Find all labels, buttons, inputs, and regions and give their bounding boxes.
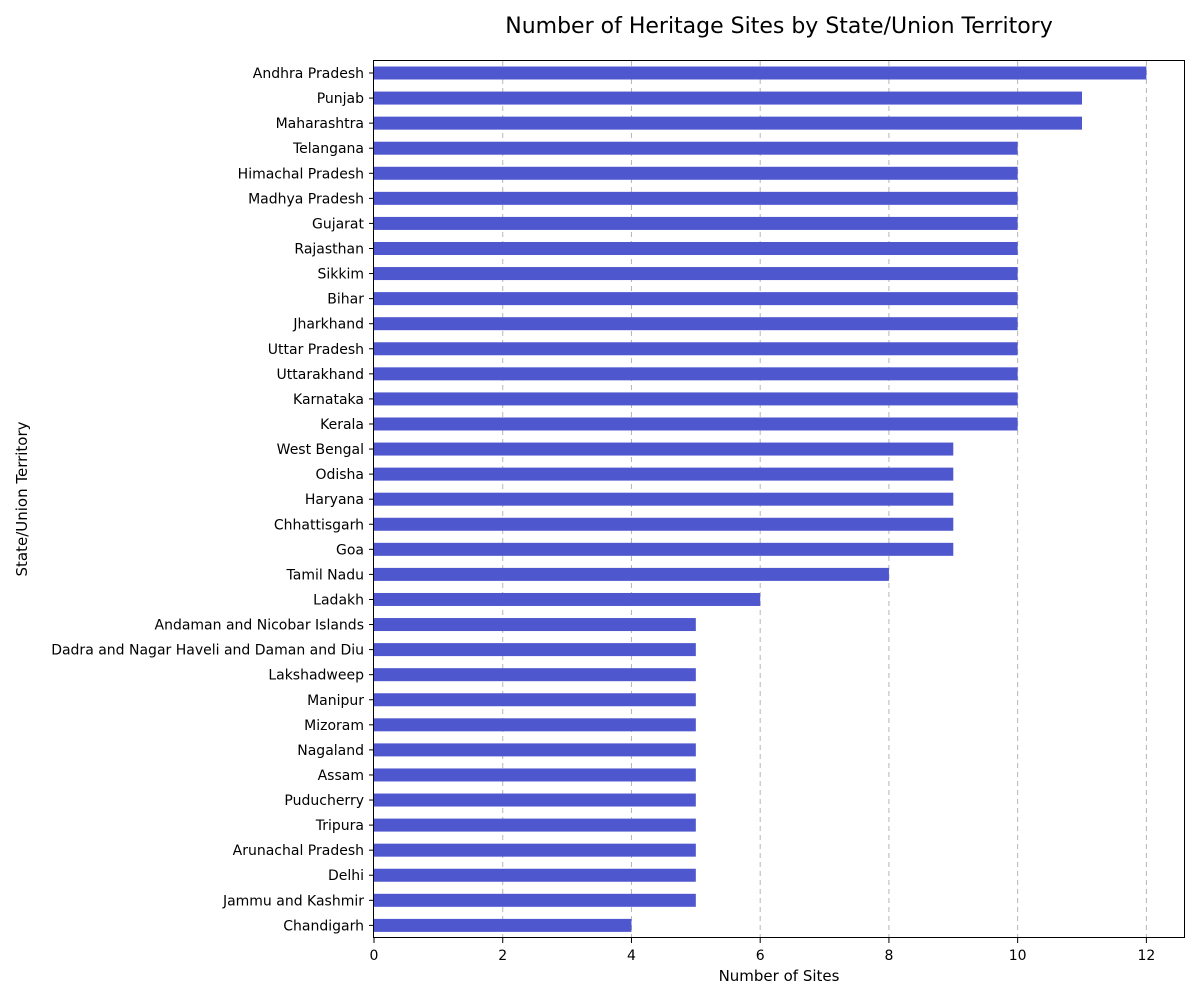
y-tick-label: Mizoram	[304, 718, 364, 734]
y-tick-label: Nagaland	[297, 743, 364, 759]
y-tick-label: Punjab	[317, 91, 364, 107]
bar	[374, 191, 1018, 205]
bar	[374, 492, 954, 506]
y-tick-label: Jammu and Kashmir	[222, 893, 364, 909]
bar	[374, 292, 1018, 306]
bar	[374, 918, 632, 932]
bar	[374, 241, 1018, 255]
y-tick-label: Bihar	[327, 292, 364, 308]
y-tick-label: Ladakh	[313, 592, 364, 608]
y-tick-label: Sikkim	[317, 267, 364, 283]
y-tick-label: Uttar Pradesh	[268, 342, 364, 358]
y-tick-label: Arunachal Pradesh	[233, 843, 364, 859]
y-tick-label: Maharashtra	[276, 116, 364, 132]
bar	[374, 467, 954, 481]
y-tick-label: Gujarat	[312, 216, 365, 232]
bar	[374, 116, 1083, 130]
y-tick-label: Andhra Pradesh	[253, 66, 364, 82]
bar	[374, 793, 696, 807]
bar	[374, 392, 1018, 406]
y-tick-label: Madhya Pradesh	[248, 191, 364, 207]
bar	[374, 668, 696, 682]
x-tick-label: 0	[370, 948, 379, 964]
y-tick-label: Goa	[336, 542, 364, 558]
bar	[374, 417, 1018, 431]
x-tick-label: 4	[627, 948, 636, 964]
y-tick-label: Haryana	[305, 492, 364, 508]
bar	[374, 868, 696, 882]
y-tick-label: Himachal Pradesh	[238, 166, 364, 182]
bar	[374, 542, 954, 556]
y-tick-label: Telangana	[292, 141, 364, 157]
bar	[374, 267, 1018, 281]
y-tick-label: Odisha	[315, 467, 364, 483]
y-tick-label: Lakshadweep	[268, 668, 364, 684]
bar	[374, 66, 1147, 80]
y-tick-label: Jharkhand	[292, 317, 364, 333]
x-tick-label: 2	[498, 948, 507, 964]
x-axis-ticks: 0 2 4 6 8 10 12	[370, 938, 1155, 964]
bar	[374, 592, 761, 606]
y-tick-label: Puducherry	[284, 793, 364, 809]
bars	[374, 66, 1147, 932]
bar	[374, 141, 1018, 155]
y-tick-label: Kerala	[320, 417, 364, 433]
y-tick-label: Tamil Nadu	[286, 567, 365, 583]
y-tick-label: Dadra and Nagar Haveli and Daman and Diu	[51, 643, 364, 659]
x-tick-label: 8	[884, 948, 893, 964]
y-tick-label: Karnataka	[293, 392, 364, 408]
bar	[374, 743, 696, 757]
bar	[374, 91, 1083, 105]
chart-title: Number of Heritage Sites by State/Union …	[505, 14, 1052, 39]
y-tick-label: Delhi	[328, 868, 364, 884]
x-tick-label: 10	[1009, 948, 1027, 964]
bar	[374, 893, 696, 907]
y-tick-label: Rajasthan	[294, 241, 364, 257]
bar	[374, 367, 1018, 381]
bar	[374, 768, 696, 782]
y-axis-ticks: Andhra Pradesh Punjab Maharashtra Telangana…	[51, 66, 374, 934]
bar	[374, 643, 696, 657]
y-tick-label: Uttarakhand	[277, 367, 364, 383]
x-axis-title: Number of Sites	[719, 967, 840, 985]
x-tick-label: 12	[1137, 948, 1155, 964]
y-tick-label: West Bengal	[277, 442, 364, 458]
y-tick-label: Chhattisgarh	[274, 517, 364, 533]
bar	[374, 216, 1018, 230]
bar	[374, 818, 696, 832]
bar	[374, 567, 889, 581]
bar	[374, 342, 1018, 356]
gridlines	[502, 61, 1147, 938]
y-tick-label: Tripura	[315, 818, 364, 834]
bar	[374, 718, 696, 732]
y-tick-label: Manipur	[307, 693, 364, 709]
y-tick-label: Chandigarh	[283, 918, 364, 934]
bar	[374, 843, 696, 857]
bar	[374, 442, 954, 456]
x-tick-label: 6	[756, 948, 765, 964]
y-axis-title: State/Union Territory	[13, 421, 31, 576]
y-tick-label: Assam	[318, 768, 364, 784]
bar	[374, 693, 696, 707]
y-tick-label: Andaman and Nicobar Islands	[155, 618, 365, 634]
bar	[374, 317, 1018, 331]
bar	[374, 618, 696, 632]
bar	[374, 517, 954, 531]
bar	[374, 166, 1018, 180]
